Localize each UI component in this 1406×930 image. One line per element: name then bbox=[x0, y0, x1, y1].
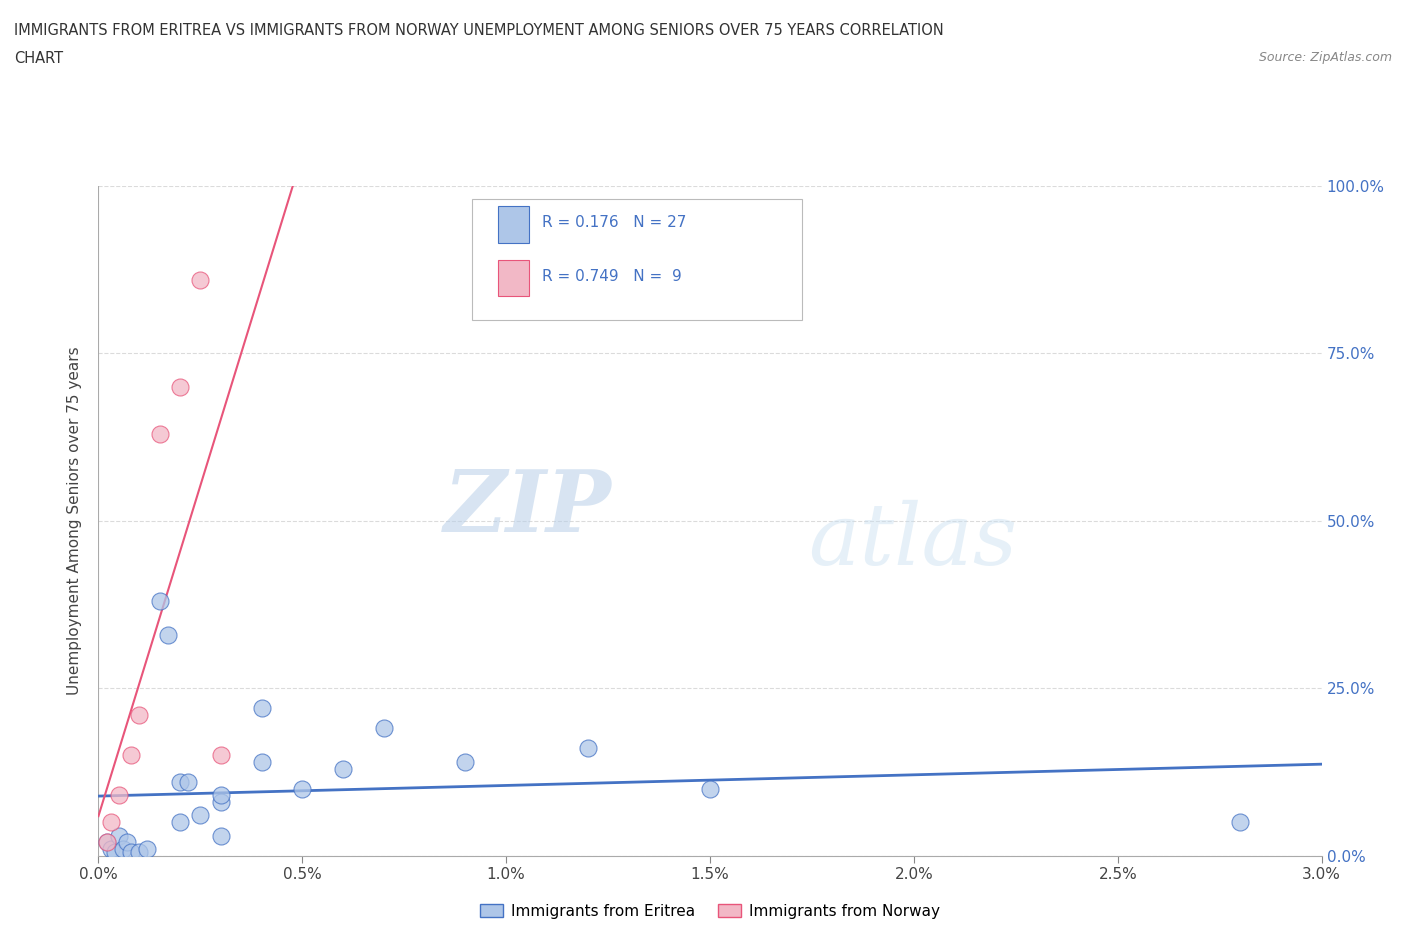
Point bbox=[169, 775, 191, 790]
Point bbox=[188, 808, 212, 823]
Text: ZIP: ZIP bbox=[444, 466, 612, 549]
Point bbox=[209, 794, 232, 809]
Text: atlas: atlas bbox=[808, 499, 1017, 582]
Point bbox=[169, 815, 191, 830]
Point bbox=[128, 844, 150, 859]
Point bbox=[120, 844, 142, 859]
Point bbox=[250, 754, 273, 769]
Point bbox=[156, 627, 179, 642]
Point bbox=[136, 842, 159, 857]
Point bbox=[209, 828, 232, 843]
Point bbox=[108, 788, 131, 803]
Text: R = 0.176   N = 27: R = 0.176 N = 27 bbox=[543, 216, 686, 231]
Point bbox=[104, 844, 127, 859]
Point bbox=[111, 842, 134, 857]
Point bbox=[209, 788, 232, 803]
Point bbox=[250, 701, 273, 716]
Point bbox=[149, 426, 172, 441]
Point bbox=[100, 815, 122, 830]
Point bbox=[576, 741, 599, 756]
Point bbox=[115, 835, 138, 850]
Point bbox=[177, 775, 200, 790]
Point bbox=[128, 708, 150, 723]
FancyBboxPatch shape bbox=[471, 199, 801, 320]
Point bbox=[188, 272, 212, 287]
Text: R = 0.749   N =  9: R = 0.749 N = 9 bbox=[543, 269, 682, 284]
Text: CHART: CHART bbox=[14, 51, 63, 66]
Point bbox=[291, 781, 314, 796]
Text: IMMIGRANTS FROM ERITREA VS IMMIGRANTS FROM NORWAY UNEMPLOYMENT AMONG SENIORS OVE: IMMIGRANTS FROM ERITREA VS IMMIGRANTS FR… bbox=[14, 23, 943, 38]
Point bbox=[209, 748, 232, 763]
Point bbox=[169, 379, 191, 394]
Legend: Immigrants from Eritrea, Immigrants from Norway: Immigrants from Eritrea, Immigrants from… bbox=[474, 897, 946, 925]
Point bbox=[149, 593, 172, 608]
Text: Source: ZipAtlas.com: Source: ZipAtlas.com bbox=[1258, 51, 1392, 64]
Point bbox=[332, 761, 354, 776]
Point bbox=[373, 721, 395, 736]
Point bbox=[96, 835, 118, 850]
Point bbox=[96, 835, 118, 850]
FancyBboxPatch shape bbox=[498, 259, 529, 297]
Y-axis label: Unemployment Among Seniors over 75 years: Unemployment Among Seniors over 75 years bbox=[67, 347, 83, 695]
Point bbox=[100, 842, 122, 857]
Point bbox=[108, 828, 131, 843]
Point bbox=[120, 748, 142, 763]
Point bbox=[699, 781, 721, 796]
Point bbox=[1229, 815, 1251, 830]
FancyBboxPatch shape bbox=[498, 206, 529, 243]
Point bbox=[454, 754, 477, 769]
